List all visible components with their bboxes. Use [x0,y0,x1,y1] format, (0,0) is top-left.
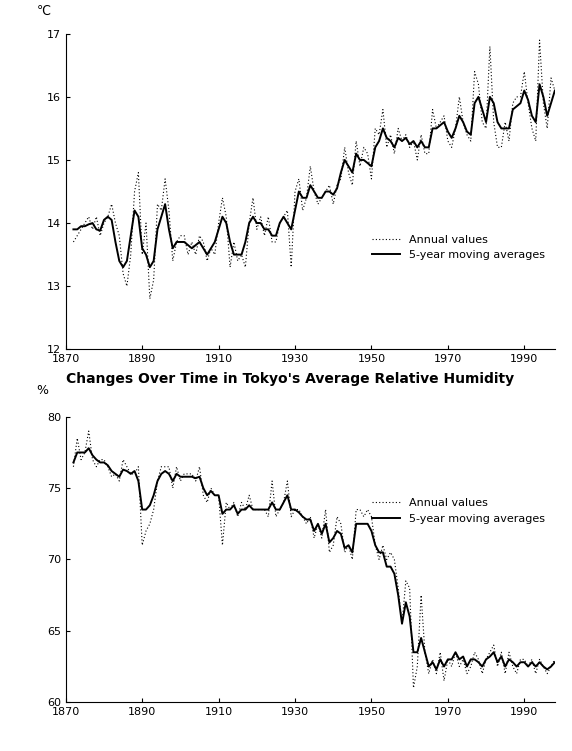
Text: Changes Over Time in Tokyo's Average Relative Humidity: Changes Over Time in Tokyo's Average Rel… [66,372,514,386]
Text: %: % [37,384,49,397]
Text: ℃: ℃ [37,5,50,18]
Legend: Annual values, 5-year moving averages: Annual values, 5-year moving averages [368,231,549,265]
Legend: Annual values, 5-year moving averages: Annual values, 5-year moving averages [368,493,549,528]
